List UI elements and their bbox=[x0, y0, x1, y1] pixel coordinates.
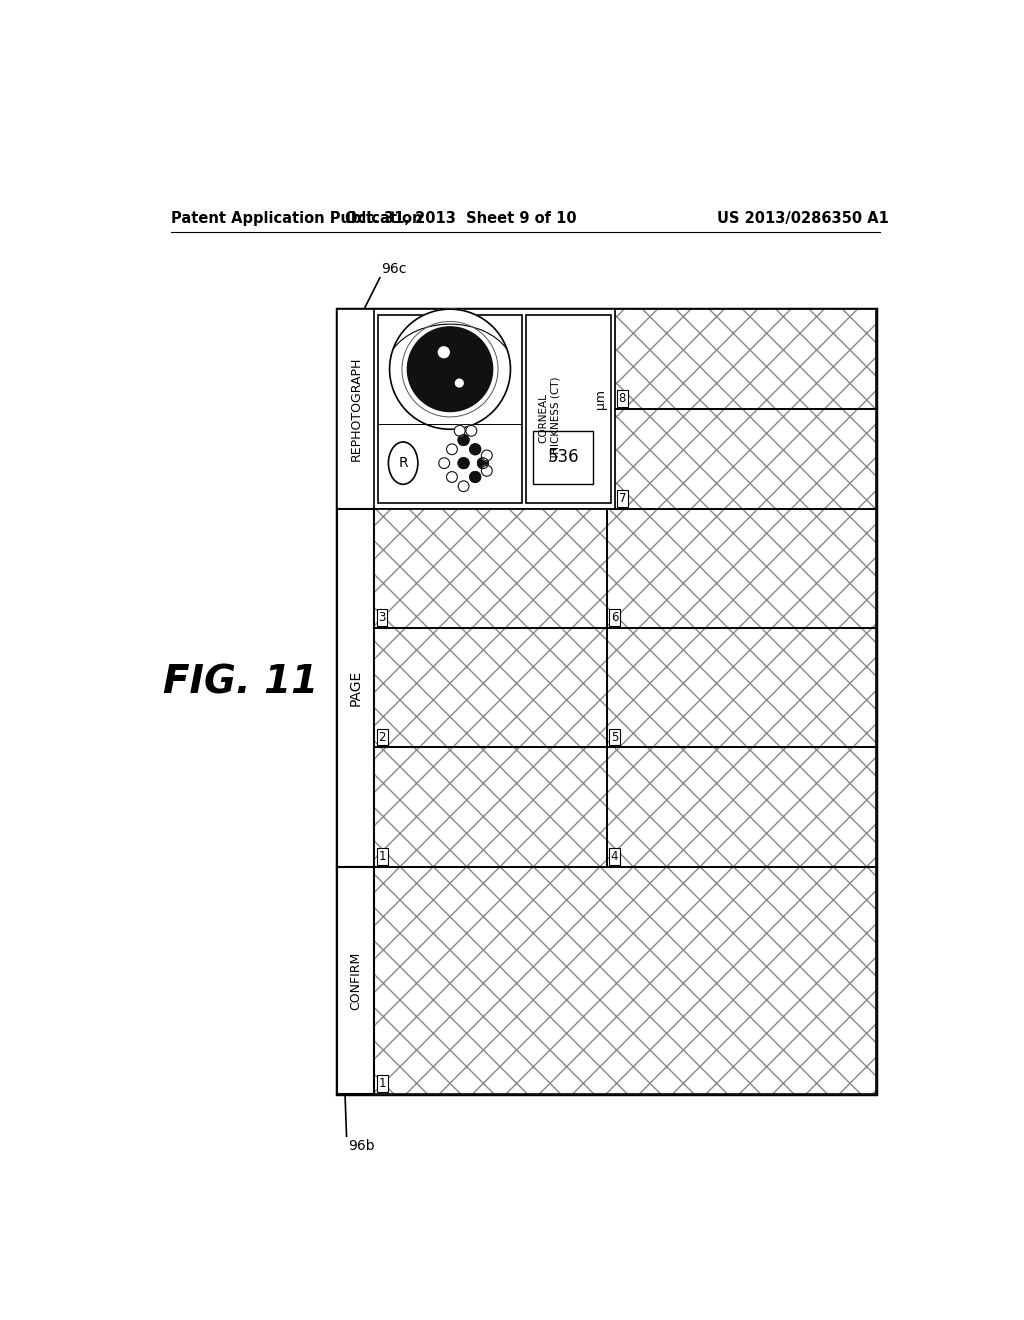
Bar bbox=[378, 314, 521, 503]
Text: FIG. 11: FIG. 11 bbox=[163, 663, 317, 701]
Bar bbox=[337, 508, 375, 867]
Text: 8: 8 bbox=[618, 392, 626, 405]
Bar bbox=[614, 309, 876, 409]
Circle shape bbox=[389, 309, 510, 429]
Bar bbox=[375, 628, 607, 747]
Text: PAGE: PAGE bbox=[349, 669, 362, 706]
Text: CONFIRM: CONFIRM bbox=[349, 952, 362, 1010]
Ellipse shape bbox=[388, 442, 418, 484]
Bar bbox=[614, 409, 876, 508]
Text: 4: 4 bbox=[611, 850, 618, 863]
Text: US 2013/0286350 A1: US 2013/0286350 A1 bbox=[717, 211, 889, 226]
Circle shape bbox=[438, 458, 450, 469]
Text: 96c: 96c bbox=[381, 261, 407, 276]
Text: R: R bbox=[398, 457, 408, 470]
Bar bbox=[607, 747, 876, 867]
Bar bbox=[614, 409, 876, 508]
Bar bbox=[337, 867, 375, 1094]
Circle shape bbox=[446, 471, 458, 482]
Text: 3: 3 bbox=[378, 611, 386, 624]
Bar bbox=[337, 309, 876, 1094]
Text: Patent Application Publication: Patent Application Publication bbox=[171, 211, 422, 226]
Text: 7: 7 bbox=[618, 492, 626, 506]
Circle shape bbox=[408, 327, 493, 412]
Bar bbox=[375, 628, 607, 747]
Bar bbox=[375, 747, 607, 867]
Circle shape bbox=[456, 379, 463, 387]
Bar bbox=[607, 508, 876, 628]
Text: 1: 1 bbox=[378, 850, 386, 863]
Bar bbox=[607, 747, 876, 867]
Bar bbox=[375, 628, 607, 747]
Text: 5: 5 bbox=[611, 730, 618, 743]
Bar bbox=[607, 628, 876, 747]
Circle shape bbox=[481, 450, 493, 461]
Bar bbox=[614, 409, 876, 508]
Text: 536: 536 bbox=[548, 449, 579, 466]
Text: 96b: 96b bbox=[348, 1139, 375, 1154]
Bar bbox=[375, 867, 876, 1094]
Bar bbox=[607, 508, 876, 628]
Bar bbox=[614, 309, 876, 409]
Text: 2: 2 bbox=[378, 730, 386, 743]
Bar bbox=[375, 508, 607, 628]
Bar bbox=[534, 432, 593, 484]
Bar bbox=[607, 628, 876, 747]
Bar bbox=[375, 508, 607, 628]
Bar bbox=[607, 628, 876, 747]
Circle shape bbox=[477, 458, 488, 469]
Circle shape bbox=[458, 458, 469, 469]
Bar bbox=[525, 314, 611, 503]
Text: REPHOTOGRAPH: REPHOTOGRAPH bbox=[349, 356, 362, 461]
Bar bbox=[375, 747, 607, 867]
Bar bbox=[375, 867, 876, 1094]
Circle shape bbox=[481, 466, 493, 477]
Bar bbox=[375, 508, 607, 628]
Text: μm: μm bbox=[594, 389, 607, 409]
Bar bbox=[375, 747, 607, 867]
Circle shape bbox=[470, 471, 480, 482]
Circle shape bbox=[446, 444, 458, 454]
Text: 1: 1 bbox=[378, 1077, 386, 1090]
Circle shape bbox=[466, 425, 477, 436]
Bar bbox=[375, 867, 876, 1094]
Bar bbox=[607, 747, 876, 867]
Circle shape bbox=[438, 347, 450, 358]
Text: 6: 6 bbox=[611, 611, 618, 624]
Circle shape bbox=[458, 434, 469, 445]
Bar bbox=[607, 508, 876, 628]
Circle shape bbox=[458, 480, 469, 491]
Circle shape bbox=[455, 425, 465, 436]
Text: CORNEAL
THICKNESS (CT): CORNEAL THICKNESS (CT) bbox=[539, 376, 560, 459]
Bar bbox=[337, 309, 876, 508]
Circle shape bbox=[470, 444, 480, 454]
Text: Oct. 31, 2013  Sheet 9 of 10: Oct. 31, 2013 Sheet 9 of 10 bbox=[345, 211, 578, 226]
Bar bbox=[614, 309, 876, 409]
